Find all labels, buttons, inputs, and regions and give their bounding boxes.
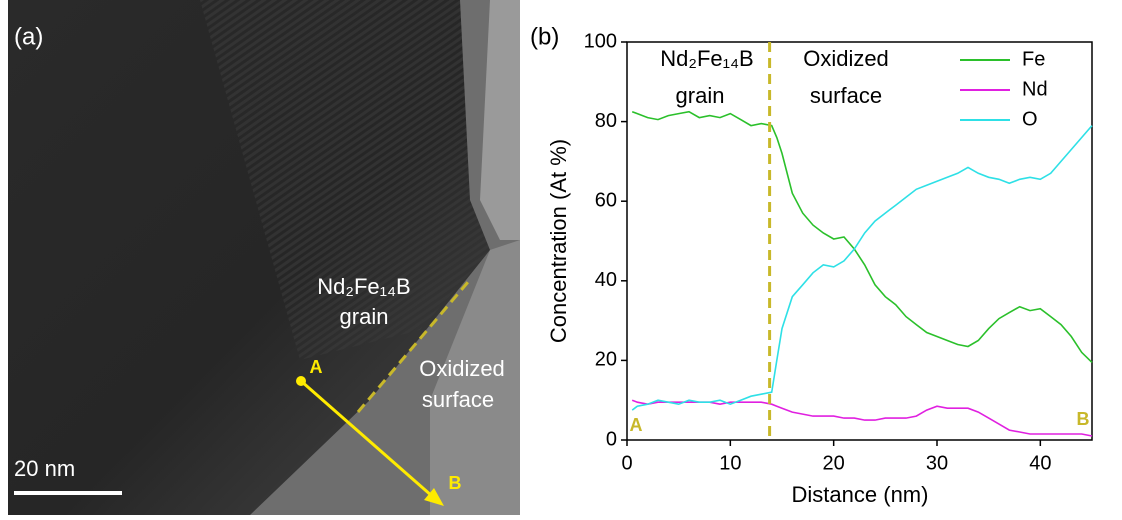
panel-label: (a) [14,23,43,50]
figure: (a) Nd₂Fe₁₄B grain Oxidized surface A B … [0,0,1122,515]
line-chart: (b) Distance (nm) Concentration (At %) N… [530,23,1092,506]
annotation: grain [676,83,725,108]
tem-image: (a) Nd₂Fe₁₄B grain Oxidized surface A B … [8,0,520,515]
surface-label: surface [422,387,494,412]
phase-label: Nd₂Fe₁₄B [317,274,410,299]
y-tick-label: 20 [595,349,617,371]
y-tick-label: 100 [584,30,617,52]
annotation: surface [810,83,882,108]
annotation: B [1077,409,1090,429]
surface-label: Oxidized [419,356,505,381]
x-tick-label: 40 [1029,452,1051,474]
annotation: A [630,415,643,435]
series-line [632,126,1092,411]
y-tick-label: 60 [595,189,617,211]
legend-label: Nd [1022,78,1048,100]
annotation: Oxidized [803,46,889,71]
point-label: B [449,473,462,493]
y-tick-label: 80 [595,110,617,132]
y-axis-label: Concentration (At %) [546,139,571,343]
point-label: A [310,357,323,377]
annotation: Nd₂Fe₁₄B [660,46,753,71]
x-axis-label: Distance (nm) [792,482,929,507]
x-tick-label: 0 [621,452,632,474]
y-tick-label: 0 [606,428,617,450]
panel-label: (b) [530,23,559,50]
y-tick-label: 40 [595,269,617,291]
x-tick-label: 30 [926,452,948,474]
phase-label: grain [340,304,389,329]
x-tick-label: 20 [823,452,845,474]
scale-bar-label: 20 nm [14,456,75,481]
series-line [632,400,1092,436]
legend-label: O [1022,108,1038,130]
legend-label: Fe [1022,48,1045,70]
x-tick-label: 10 [719,452,741,474]
